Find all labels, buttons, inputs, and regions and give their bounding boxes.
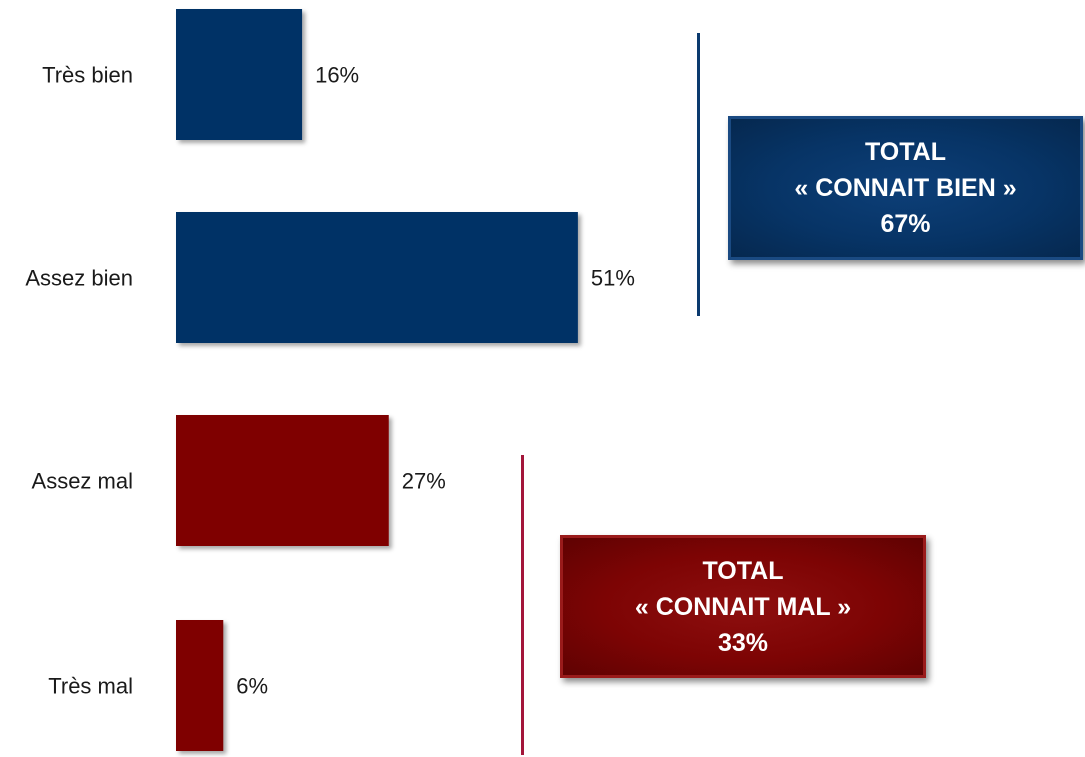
category-label-assez-bien: Assez bien [25,266,133,291]
total-connait-bien-box: TOTAL « CONNAIT BIEN » 67% [728,116,1083,260]
total-good-line1: TOTAL [864,138,946,166]
bar-assez-bien [176,212,578,343]
category-label-tres-mal: Très mal [48,674,133,699]
total-bad-value: 33% [717,628,769,657]
bracket-connait-bien [697,33,700,316]
value-label-tres-mal: 6% [236,674,268,699]
value-label-assez-bien: 51% [591,266,635,291]
bracket-connait-mal [521,455,524,755]
category-label-assez-mal: Assez mal [32,469,133,494]
bar-tres-bien [176,9,303,140]
value-label-tres-bien: 16% [315,63,359,88]
bar-tres-mal [176,620,224,751]
total-connait-mal-box: TOTAL « CONNAIT MAL » 33% [560,535,926,678]
total-bad-line2: « CONNAIT MAL » [634,592,852,621]
bar-assez-mal [176,415,389,546]
total-good-value: 67% [880,210,931,238]
category-label-tres-bien: Très bien [42,63,133,88]
value-label-assez-mal: 27% [402,469,446,494]
total-good-line2: « CONNAIT BIEN » [794,174,1017,202]
total-bad-line1: TOTAL [702,556,784,585]
